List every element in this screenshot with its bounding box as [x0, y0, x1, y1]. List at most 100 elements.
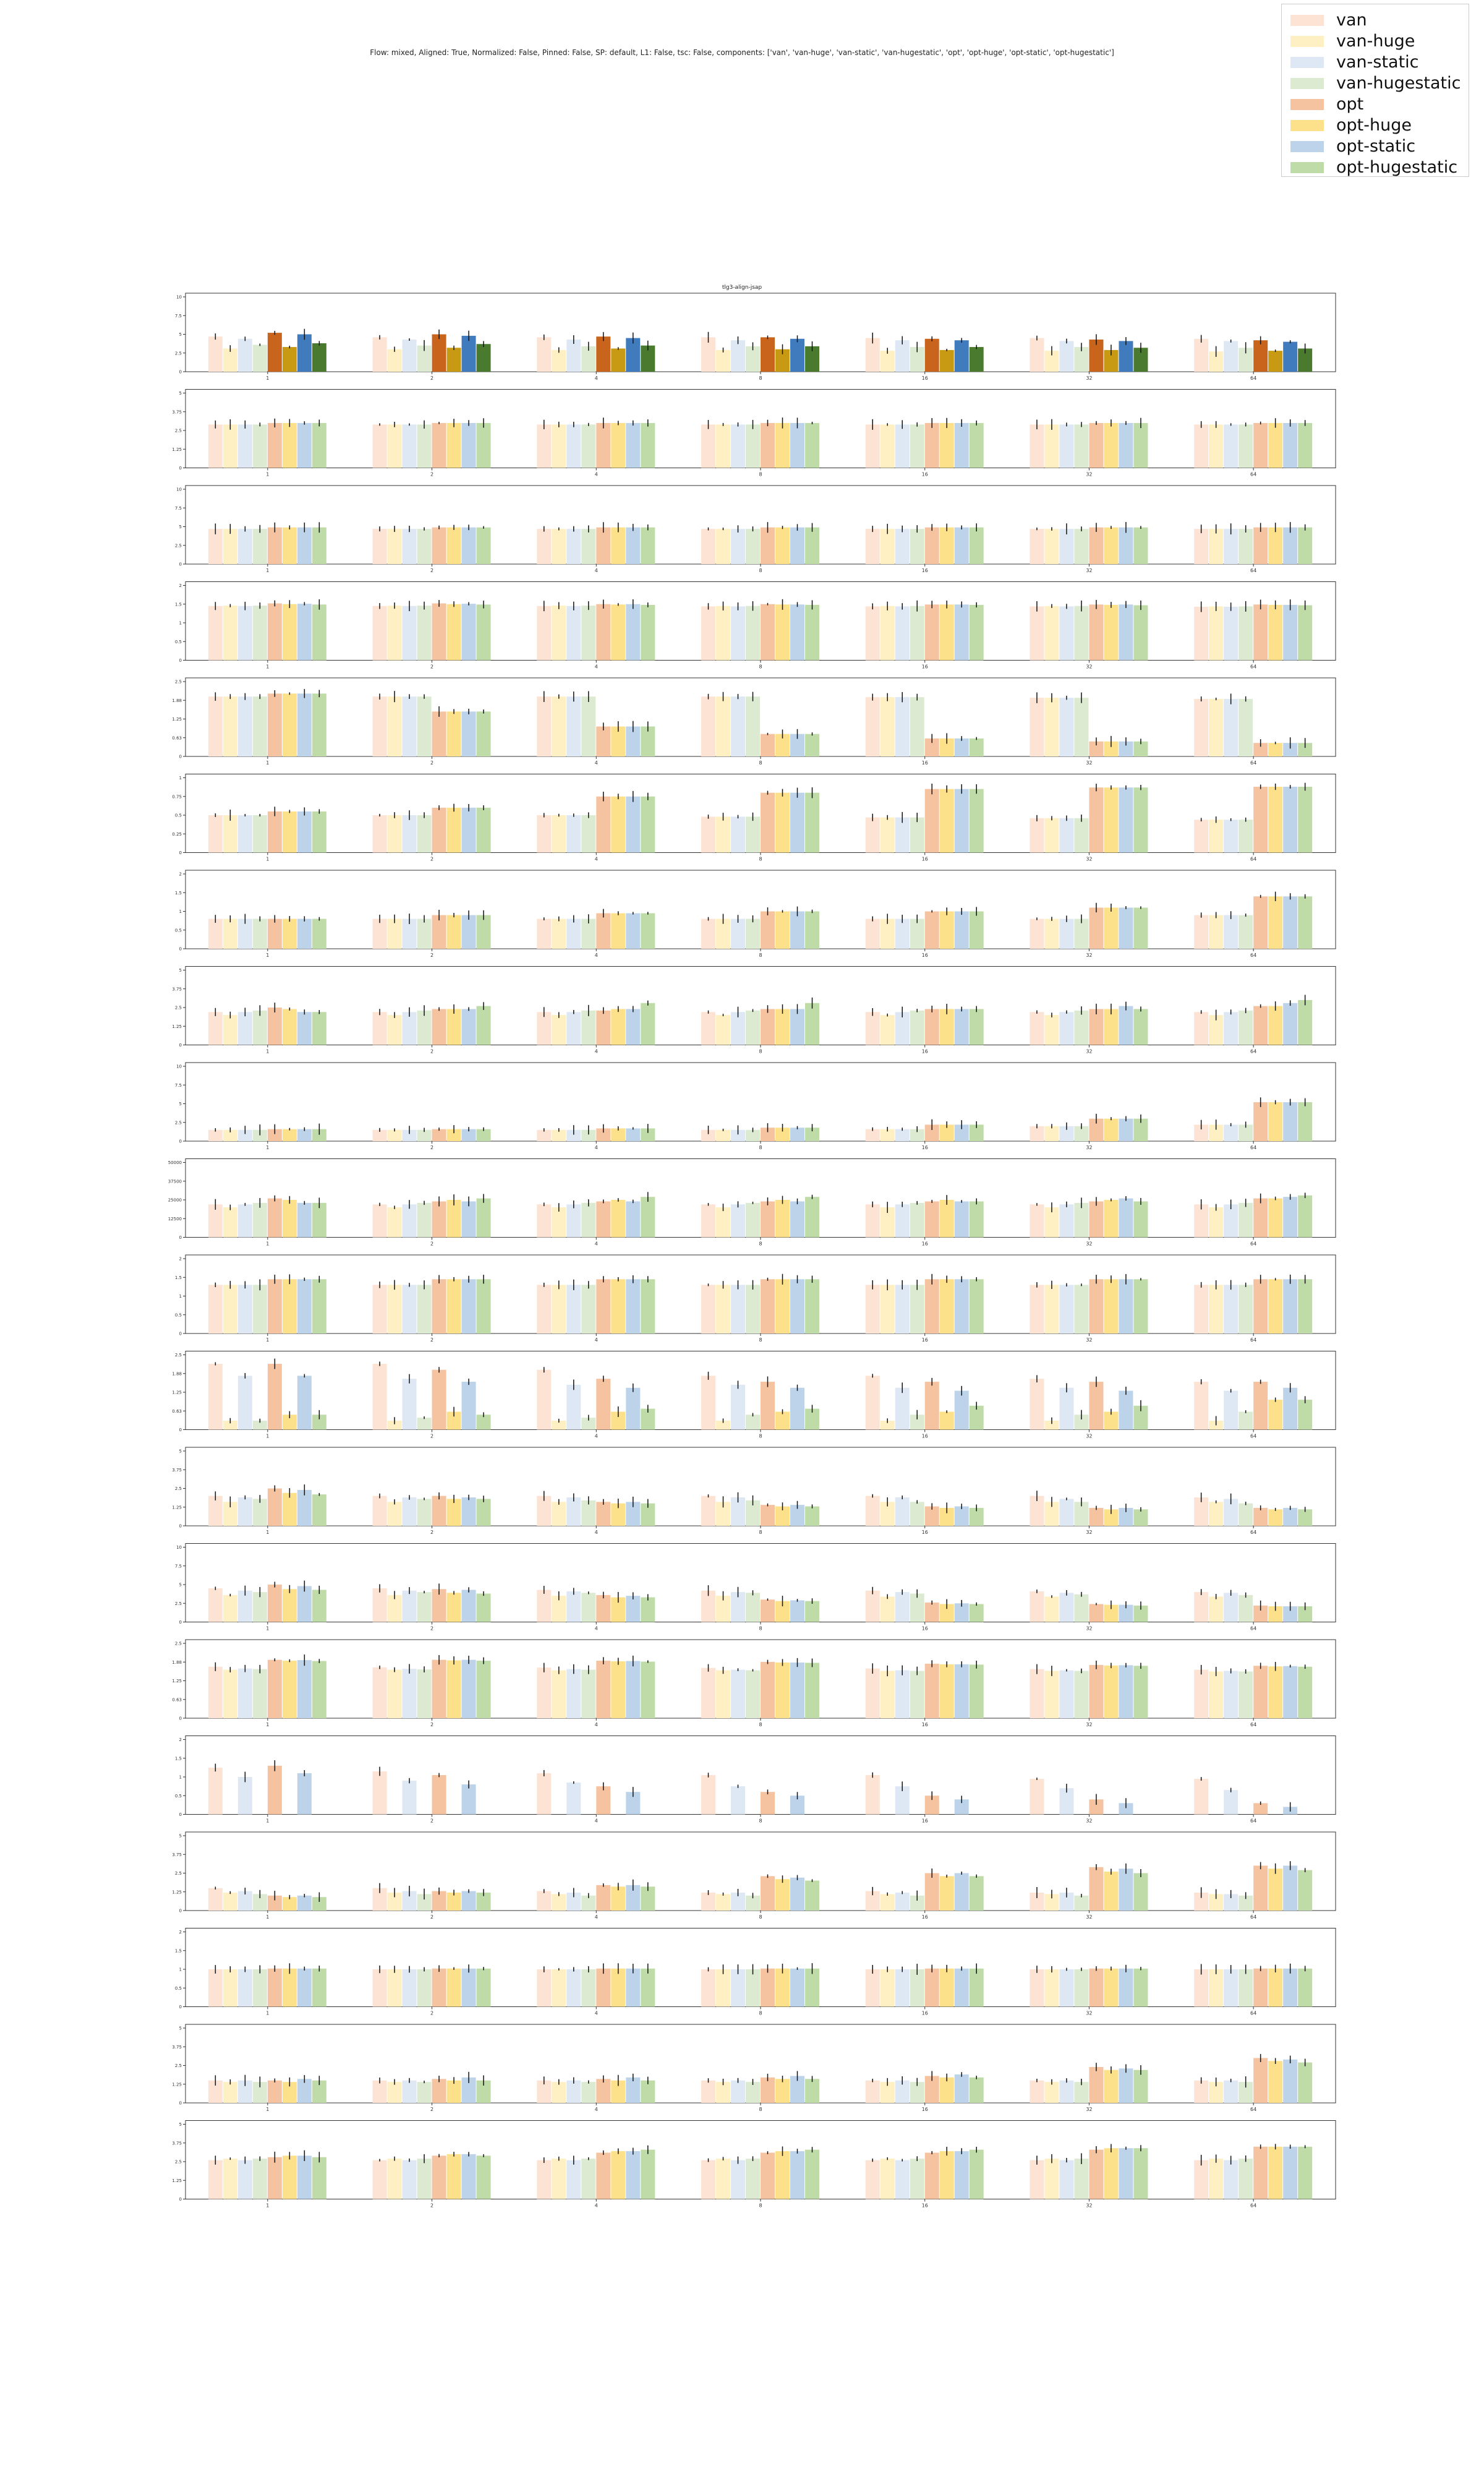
bar-opt-huge-2 [446, 527, 461, 564]
bar-opt-16 [924, 1382, 939, 1430]
bar-van-huge-1 [223, 2082, 237, 2103]
legend-item-van-static: van-static [1282, 51, 1469, 72]
bar-van-hugestatic-2 [417, 2082, 432, 2103]
y-tick-label: 10 [176, 1064, 182, 1069]
bar-opt-64 [1253, 743, 1268, 756]
bar-opt-8 [761, 1279, 775, 1333]
bar-van-huge-4 [552, 1129, 566, 1141]
bar-van-hugestatic-8 [746, 696, 760, 756]
bar-van-hugestatic-1 [252, 1592, 267, 1622]
bar-opt-1 [267, 2157, 282, 2199]
bar-van-huge-1 [223, 1502, 237, 1526]
legend-swatch [1290, 99, 1324, 110]
x-tick-label: 16 [922, 1722, 928, 1727]
x-tick-label: 64 [1250, 1145, 1256, 1150]
bar-van-static-4 [566, 1204, 581, 1238]
bar-opt-static-16 [954, 738, 969, 756]
y-tick-label: 1 [179, 1967, 182, 1972]
bar-van-huge-64 [1209, 1015, 1224, 1045]
bar-opt-huge-32 [1104, 1509, 1119, 1526]
bar-van-4 [537, 1496, 552, 1526]
bar-van-hugestatic-8 [746, 1969, 760, 2007]
bar-opt-static-1 [297, 422, 312, 468]
bar-opt-static-8 [790, 1387, 804, 1430]
y-tick-label: 0.63 [172, 1409, 182, 1414]
bar-van-8 [701, 1496, 715, 1526]
bar-opt-32 [1089, 1382, 1104, 1430]
bar-van-hugestatic-32 [1074, 1895, 1089, 1911]
bar-opt-static-2 [461, 422, 476, 468]
bar-van-static-8 [731, 696, 745, 756]
bar-van-huge-64 [1209, 1207, 1224, 1238]
x-tick-label: 4 [595, 1530, 598, 1535]
bar-van-static-64 [1224, 424, 1239, 468]
bar-opt-hugestatic-64 [1298, 1102, 1313, 1141]
x-tick-label: 64 [1250, 1241, 1256, 1247]
bar-van-static-4 [566, 1591, 581, 1622]
x-tick-label: 32 [1086, 472, 1092, 477]
bar-van-32 [1030, 1669, 1044, 1718]
y-tick-label: 2.5 [175, 1486, 182, 1491]
bar-van-static-4 [566, 1384, 581, 1430]
bar-van-hugestatic-4 [581, 1285, 596, 1333]
bar-van-huge-8 [716, 1285, 730, 1333]
bar-opt-16 [924, 1968, 939, 2007]
x-tick-label: 16 [922, 664, 928, 670]
bar-opt-hugestatic-32 [1133, 1605, 1148, 1622]
bar-van-static-4 [566, 1969, 581, 2007]
x-tick-label: 16 [922, 760, 928, 766]
bar-van-static-2 [402, 1379, 417, 1430]
bar-opt-huge-32 [1104, 349, 1119, 372]
bar-van-huge-16 [880, 424, 895, 468]
bar-opt-hugestatic-2 [476, 1415, 491, 1430]
bar-opt-static-4 [626, 2077, 641, 2103]
bar-van-2 [372, 918, 387, 949]
y-tick-label: 0 [179, 370, 182, 375]
bar-van-hugestatic-2 [417, 345, 432, 372]
bar-opt-hugestatic-2 [476, 1499, 491, 1526]
bar-opt-1 [267, 1895, 282, 1911]
bar-van-hugestatic-4 [581, 1593, 596, 1622]
bar-van-hugestatic-2 [417, 1010, 432, 1045]
x-tick-label: 1 [266, 2107, 269, 2112]
bar-opt-static-1 [297, 1376, 312, 1430]
bar-opt-64 [1253, 1279, 1268, 1333]
bar-opt-static-16 [954, 2151, 969, 2199]
bar-opt-huge-16 [939, 1604, 954, 1622]
x-tick-label: 16 [922, 857, 928, 862]
bar-van-hugestatic-8 [746, 2082, 760, 2103]
x-tick-label: 2 [430, 1626, 433, 1632]
x-tick-label: 1 [266, 760, 269, 766]
bar-opt-64 [1253, 1803, 1268, 1815]
bar-opt-8 [761, 792, 775, 853]
bar-van-hugestatic-64 [1239, 1124, 1253, 1141]
bar-van-8 [701, 2160, 715, 2199]
x-tick-label: 1 [266, 1241, 269, 1247]
bar-van-hugestatic-1 [252, 345, 267, 372]
bar-opt-huge-32 [1104, 907, 1119, 949]
bar-van-static-16 [895, 1387, 910, 1430]
bar-van-static-8 [731, 340, 745, 372]
bar-van-huge-4 [552, 424, 566, 468]
legend-swatch [1290, 120, 1324, 131]
bar-opt-static-16 [954, 1279, 969, 1333]
bar-opt-huge-16 [939, 2151, 954, 2199]
bar-van-16 [865, 529, 880, 564]
x-tick-label: 32 [1086, 1818, 1092, 1824]
x-tick-label: 8 [759, 1914, 762, 1920]
x-tick-label: 4 [595, 1337, 598, 1343]
bar-van-2 [372, 1496, 387, 1526]
y-tick-label: 2.5 [175, 2160, 182, 2165]
y-tick-label: 7.5 [175, 314, 182, 319]
y-tick-label: 2.5 [175, 680, 182, 685]
bar-van-hugestatic-32 [1074, 529, 1089, 564]
x-tick-label: 4 [595, 1914, 598, 1920]
y-tick-label: 1.5 [175, 891, 182, 896]
bar-opt-huge-4 [611, 1128, 626, 1141]
bar-opt-static-64 [1283, 2146, 1298, 2199]
bar-opt-4 [596, 1885, 611, 1911]
y-tick-label: 3.75 [172, 2045, 182, 2050]
bar-opt-32 [1089, 339, 1104, 372]
bar-opt-static-2 [461, 1129, 476, 1141]
bar-opt-8 [761, 1009, 775, 1045]
